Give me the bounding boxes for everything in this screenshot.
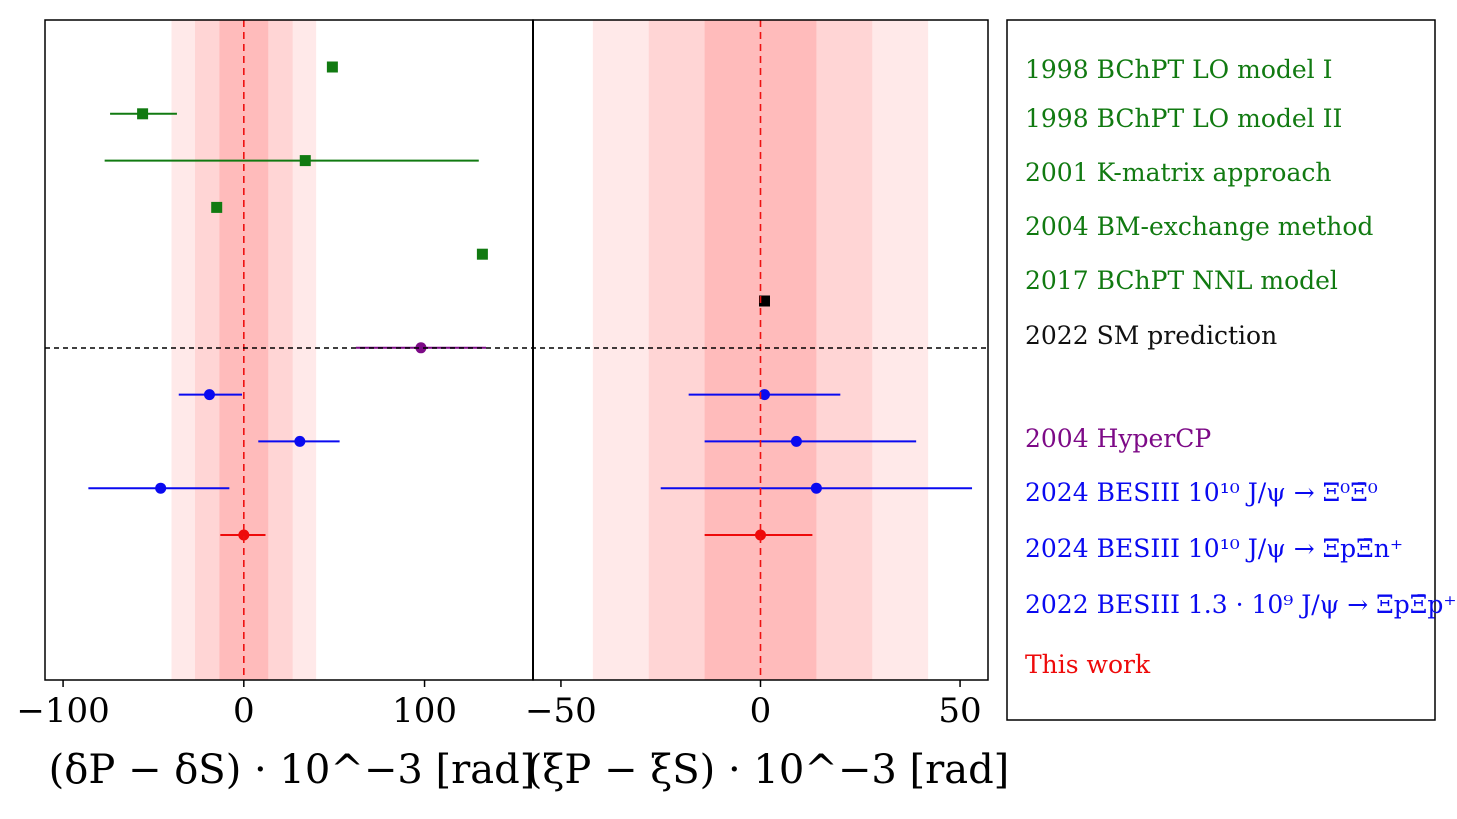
x-tick-label: 100	[392, 691, 457, 731]
data-point-square-4	[476, 248, 488, 260]
legend-entry: 2017 BChPT NNL model	[1025, 266, 1338, 295]
right-x-axis-label: (ξP − ξS) · 10^−3 [rad]	[527, 747, 1010, 793]
right-data-points	[660, 295, 973, 541]
legend-entry: 2004 BM-exchange method	[1025, 212, 1373, 241]
data-point-circle-4	[755, 529, 766, 541]
legend: 1998 BChPT LO model I 1998 BChPT LO model…	[1025, 55, 1457, 679]
data-point-circle-8	[155, 482, 167, 494]
data-point-circle-2	[790, 435, 802, 447]
data-point-circle-5	[415, 342, 427, 354]
data-point-square-3	[211, 201, 223, 213]
left-data-points	[88, 61, 488, 541]
data-point-circle-1	[758, 389, 770, 401]
data-point-circle-3	[810, 482, 822, 494]
legend-entry: 2024 BESIII 10¹⁰ J/ψ → Ξ⁰Ξ̄⁰	[1025, 478, 1378, 507]
legend-entry: 1998 BChPT LO model II	[1025, 104, 1342, 133]
data-point-circle-9	[238, 529, 250, 541]
left-x-ticks: −100 0 100	[16, 680, 457, 731]
legend-entry: 2022 BESIII 1.3 · 10⁹ J/ψ → ΞpΞ̄p⁺	[1025, 590, 1457, 619]
legend-entry: This work	[1025, 650, 1151, 679]
data-point-square-0	[758, 295, 770, 307]
data-point-square-0	[326, 61, 338, 73]
x-tick-label: 0	[233, 691, 255, 731]
legend-entry: 2022 SM prediction	[1025, 321, 1277, 350]
data-point-square-2	[299, 155, 311, 167]
data-point-circle-7	[294, 435, 306, 447]
legend-entry: 1998 BChPT LO model I	[1025, 55, 1333, 84]
x-tick-label: 0	[750, 691, 772, 731]
x-tick-label: −50	[525, 691, 597, 731]
x-tick-label: 50	[938, 691, 981, 731]
right-x-ticks: −50 0 50	[525, 680, 982, 731]
x-tick-label: −100	[16, 691, 109, 731]
legend-entry: 2024 BESIII 10¹⁰ J/ψ → ΞpΞ̄n⁺	[1025, 534, 1403, 563]
legend-box	[1006, 19, 1436, 721]
legend-entry: 2001 K-matrix approach	[1025, 158, 1331, 187]
data-point-circle-6	[203, 389, 215, 401]
legend-entry: 2004 HyperCP	[1025, 424, 1211, 453]
data-point-square-1	[137, 108, 149, 120]
left-x-axis-label: (δP − δS) · 10^−3 [rad]	[49, 747, 536, 793]
